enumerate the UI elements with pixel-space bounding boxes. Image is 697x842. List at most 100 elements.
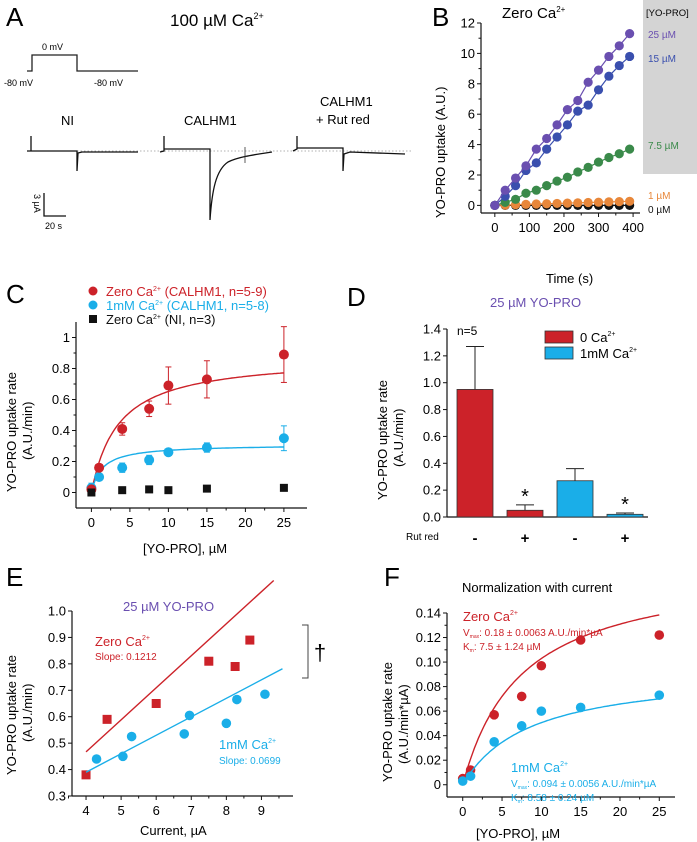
data-point-square [230,662,240,671]
x-tick-label: 200 [553,220,575,235]
fit-curve [462,698,660,786]
legend-label: 1mM Ca2+ [580,346,637,361]
data-point-square [279,483,288,492]
y-axis-label-f-line1: YO-PRO uptake rate [380,662,395,782]
y-tick-label: 0.0 [423,510,441,525]
data-point [465,771,476,781]
data-point [552,198,562,209]
y-tick-label: 1.0 [48,604,66,619]
data-point [562,105,573,115]
y-tick-label: 4 [468,137,475,152]
legend-label: Zero Ca2+ (NI, n=3) [106,312,216,327]
y-axis-label-d-line1: YO-PRO uptake rate [375,380,390,500]
data-point [654,690,665,700]
y-axis-label-c-line2: (A.U./min) [20,402,35,461]
panel-letter-a: A [6,2,24,32]
data-point [490,200,500,210]
x-tick-label: 10 [161,515,175,530]
x-axis-label-b: Time (s) [546,271,593,286]
y-axis-label-d-line2: (A.U./min) [391,409,406,468]
legend-label: 0 µM [648,205,670,216]
trace-label-calhm1: CALHM1 [184,113,237,128]
x-axis-label-c: [YO-PRO], µM [143,541,227,556]
x-tick-label: 20 [613,804,627,819]
data-point [278,433,289,444]
x-tick-label: 25 [277,515,291,530]
y-tick-label: 0 [434,777,441,792]
protocol-hold-left-label: -80 mV [4,78,33,88]
data-point [94,462,105,473]
data-point [516,721,527,731]
data-point-square [204,656,214,666]
data-point [536,660,547,671]
data-point [552,120,562,130]
data-point [457,776,468,786]
data-point [573,198,583,208]
y-tick-label: 1 [63,330,70,345]
panel-letter-b: B [432,2,449,32]
x-tick-label: 7 [188,803,195,818]
data-point [184,710,195,721]
data-point [531,185,541,195]
fit-curve [90,446,284,493]
y-tick-label: 1.0 [423,375,441,390]
x-tick-label: 15 [200,515,214,530]
panel-d: D 25 µM YO-PRO 0.0 0.2 0.4 0.6 0.8 1.0 1.2 1.4 -… [347,282,648,547]
data-point [625,196,635,206]
km-label: Km: 7.5 ± 1.24 µM [463,642,541,654]
panel-a-title: 100 µM Ca2+ [170,11,264,30]
panel-a: A 100 µM Ca2+ 0 mV -80 mV -80 mV NI CALH… [4,2,412,231]
data-point [144,403,155,414]
data-point [562,120,573,130]
y-axis-label-e-line2: (A.U./min) [20,684,35,743]
data-point [144,454,155,465]
data-point [604,152,614,163]
data-point [562,198,573,208]
y-tick-label: 0.02 [416,753,441,768]
y-axis-label-c-line1: YO-PRO uptake rate [4,372,19,492]
legend-label: 25 µM [648,30,676,41]
rut-red-condition: + [621,530,630,547]
km-label: Km: 8.58 ± 0.24 µM [511,793,594,805]
y-tick-label: 0 [63,485,70,500]
data-point [614,197,624,207]
legend-label: 15 µM [648,54,676,65]
x-tick-label: 5 [126,515,133,530]
data-point [573,95,583,106]
x-tick-label: 25 [652,804,666,819]
data-point [489,737,499,747]
y-tick-label: 8 [468,76,475,91]
data-point [163,447,174,458]
legend-label: 1 µM [648,191,670,202]
rut-red-row-label: Rut red [406,532,439,543]
data-point [521,161,531,171]
data-point [542,181,552,191]
data-point-square [202,484,211,493]
y-tick-label: 0.7 [48,683,66,698]
data-point [536,706,547,716]
panel-letter-d: D [347,282,366,312]
plot-area-f: 0 0.02 0.04 0.06 0.08 0.10 0.12 0.14 0 5 10 15 20 25 Z… [416,606,675,819]
y-tick-label: 10 [461,46,475,61]
y-tick-label: 0.6 [52,392,70,407]
current-trace-rutred [292,136,406,172]
data-point [531,144,541,154]
panel-f-title: Normalization with current [462,580,613,595]
y-tick-label: 6 [468,107,475,122]
y-tick-label: 0 [468,198,475,213]
data-point [604,71,614,81]
data-point [614,41,624,51]
data-point [604,51,614,62]
slope-label-1mm-ca: Slope: 0.0699 [219,756,281,767]
protocol-step-label: 0 mV [42,42,63,52]
data-point [118,751,128,762]
y-tick-label: 0.08 [416,679,441,694]
data-point [201,374,212,385]
y-tick-label: 2 [468,168,475,183]
data-point [179,729,190,739]
series-label: Zero Ca2+ [463,609,518,624]
panel-f: F Normalization with current 0 0.02 0.04 0.… [380,562,675,841]
data-point [521,199,531,209]
data-point [260,689,270,700]
